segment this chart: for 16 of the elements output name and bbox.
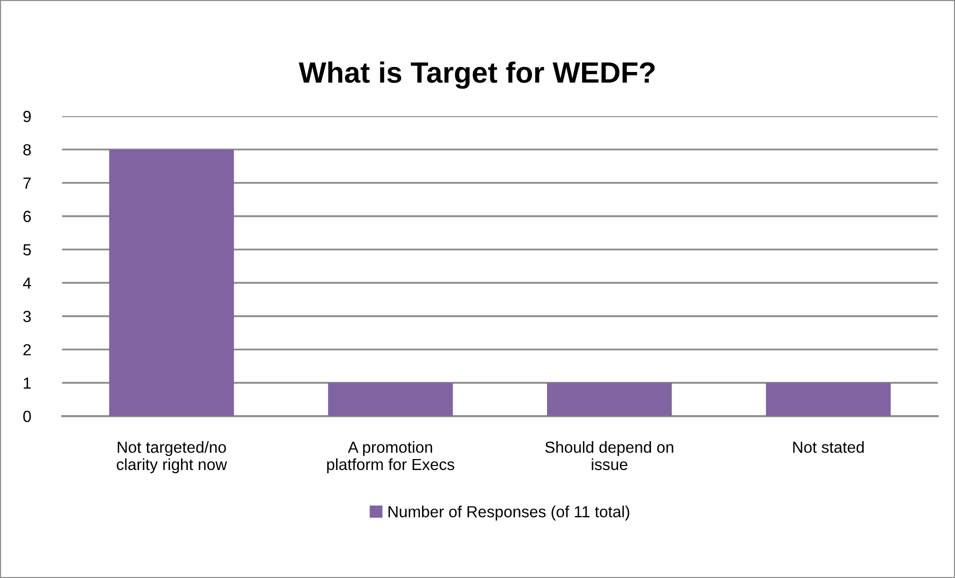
y-tick-label: 5 bbox=[23, 244, 31, 256]
chart-title: What is Target for WEDF? bbox=[298, 61, 655, 89]
x-tick-label: A promotion platform for Execs bbox=[327, 441, 454, 474]
y-tick-label: 8 bbox=[23, 144, 31, 156]
y-tick-label: 6 bbox=[23, 210, 31, 222]
legend-label: Number of Responses (of 11 total) bbox=[388, 506, 630, 521]
y-tick-label: 2 bbox=[23, 344, 31, 356]
y-tick-label: 7 bbox=[23, 178, 31, 189]
y-tick-label: 1 bbox=[24, 378, 31, 389]
y-tick-label: 3 bbox=[23, 310, 31, 322]
y-tick-label: 0 bbox=[23, 410, 31, 422]
x-tick-label: Not targeted/no clarity right now bbox=[116, 441, 228, 474]
x-tick-label: Should depend on issue bbox=[545, 441, 674, 470]
y-tick-label: 4 bbox=[23, 278, 32, 289]
x-tick-label: Not stated bbox=[793, 441, 864, 453]
y-tick-label: 9 bbox=[23, 110, 31, 122]
